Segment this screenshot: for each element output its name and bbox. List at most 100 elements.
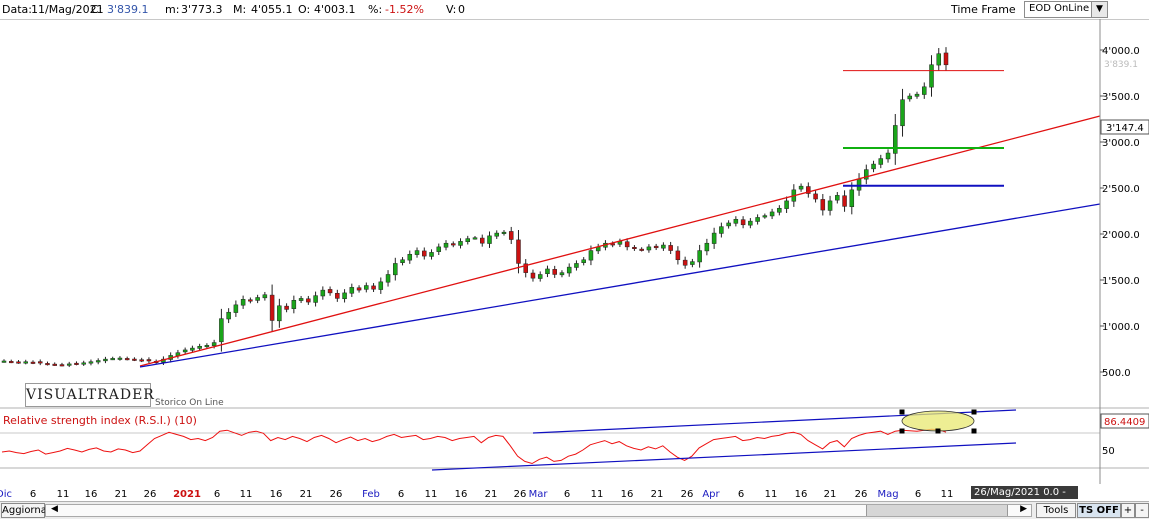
timeframe-select[interactable]: EOD OnLine ▼ [1024,1,1108,18]
zoom-in-button[interactable]: + [1121,503,1135,518]
scrollbar-thumb[interactable] [866,505,1008,516]
candle-down [943,52,949,66]
candle-down [269,294,275,321]
candle-down [16,361,21,364]
scroll-left-icon[interactable]: ◀ [51,504,58,514]
candle-down [37,361,43,364]
x-tick-label: 21 [651,489,664,500]
min-label: m: [165,3,180,16]
candle-up [566,266,572,274]
candle-up [182,349,188,353]
candle-up [400,259,405,263]
candle-up [929,64,934,88]
logo-text: VISUALTRADER [26,387,155,403]
y-tick-label: 1'500.0 [1102,276,1140,287]
candle-up [646,246,652,251]
candle-down [59,364,65,367]
candle-down [806,186,811,194]
close-value: 3'839.1 [107,3,149,16]
x-tick-label: 26 [855,489,868,500]
candle-down [284,305,289,310]
candle-down [624,241,630,248]
candle-up [385,274,391,283]
candle-down [530,272,536,279]
candle-up [900,99,905,127]
candle-down [842,195,847,207]
candle-down [451,243,456,246]
x-tick-label: 16 [85,489,98,500]
dropdown-arrow-icon[interactable]: ▼ [1091,2,1107,17]
candle-up [559,272,565,276]
tools-button[interactable]: Tools [1036,503,1076,518]
candle-up [907,95,913,100]
x-tick-label: 16 [795,489,808,500]
candle-up [936,53,942,66]
candle-down [508,231,514,240]
candle-up [537,274,543,279]
candle-up [545,268,550,274]
candle-down [327,289,333,294]
candle-down [523,263,528,273]
volume-label: V: [446,3,457,16]
candle-down [371,285,376,290]
x-tick-label: Mag [877,489,898,500]
candle-down [552,269,557,275]
candle-down [132,358,137,361]
candle-up [755,217,760,222]
candle-up [784,200,789,209]
candle-up [364,285,369,290]
time-scrollbar[interactable]: ◀ ▶ [45,504,1032,517]
candle-down [639,248,644,251]
candle-up [298,298,304,301]
candle-down [422,250,427,257]
rsi-pane [1,409,1017,471]
price-chart[interactable]: 4'000.0 3'500.0 3'000.0 2'500.0 2'000.0 1'500… [0,19,1149,501]
x-tick-label: 6 [738,489,744,500]
candle-up [798,185,804,190]
rsi-title: Relative strength index (R.S.I.) (10) [3,414,197,427]
candle-up [914,93,920,97]
candle-up [849,189,855,208]
candle-up [465,238,471,242]
candle-up [472,237,478,240]
ts-off-button[interactable]: TS OFF [1077,503,1121,518]
date-value: 11/Mag/2021 [31,3,104,16]
rsi-highlight-ellipse [901,410,975,432]
candle-up [871,163,876,170]
x-tick-label: 11 [57,489,70,500]
x-tick-label: 26 [681,489,694,500]
last-price-label: 3'839.1 [1104,60,1138,70]
x-tick-label: 16 [621,489,634,500]
candle-up [856,178,862,191]
candle-up [88,361,94,364]
candle-down [74,362,79,365]
blue-trendline [139,203,1101,368]
selection-handle [971,409,977,415]
candle-up [719,226,724,234]
zoom-out-button[interactable]: - [1135,503,1149,518]
chart-axes: 4'000.0 3'500.0 3'000.0 2'500.0 2'000.0 1'500… [0,19,1149,500]
candle-up [66,363,72,366]
x-tick-label: 6 [915,489,921,500]
candle-up [313,295,318,303]
candle-up [110,358,115,361]
candle-up [277,305,282,322]
visualtrader-logo: VISUALTRADER [25,383,154,407]
selection-handle [899,428,905,434]
close-label: C: [91,3,103,16]
candle-up [726,222,731,227]
scroll-right-icon[interactable]: ▶ [1020,504,1027,514]
rsi-value-label: 86.4409 [1104,417,1145,428]
candle-up [291,299,297,309]
rsi-tick-label: 50 [1102,446,1115,457]
cursor-date-flag: 26/Mag/2021 0.0 - [971,486,1078,499]
x-tick-label: 6 [30,489,36,500]
x-tick-label: 2021 [173,489,201,500]
refresh-button[interactable]: Aggiorna [1,503,47,518]
candle-up [574,263,579,268]
candle-up [769,211,775,217]
candle-up [95,360,101,363]
max-label: M: [233,3,247,16]
candle-up [885,152,891,160]
candle-down [682,259,688,266]
